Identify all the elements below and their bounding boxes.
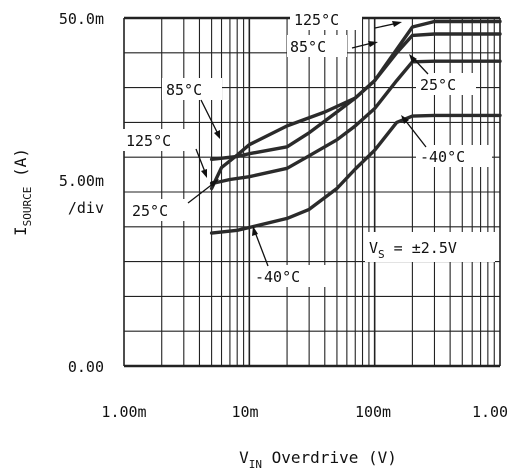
arrow-line-m40C-bottom — [254, 231, 269, 267]
annotation-bg — [128, 199, 188, 221]
annotation-bg — [251, 265, 327, 287]
x-tick-label: 10m — [231, 403, 258, 421]
arrow-line-25C-right — [412, 57, 429, 75]
condition-box-bg — [365, 232, 495, 262]
arrow-head-85C-top — [368, 41, 378, 47]
annotation-bg — [287, 35, 347, 57]
annotation-bg — [122, 129, 196, 151]
condition-label: VS = ±2.5V — [369, 239, 457, 261]
annotations: 125°C 85°C 25°C -40°C 85°C 125°C 25°C -4… — [122, 8, 492, 287]
condition-box: VS = ±2.5V — [365, 232, 495, 262]
annotation-125C-left: 125°C — [126, 132, 171, 150]
arrow-head-85C-left — [214, 130, 220, 139]
y-scale-unit: /div — [68, 199, 104, 217]
y-tick-label-top: 50.0m — [59, 10, 104, 28]
arrow-head-m40C-bottom — [252, 226, 258, 236]
annotation-bg — [416, 73, 476, 95]
annotation-m40C-right: -40°C — [420, 148, 465, 166]
x-axis-label: VIN Overdrive (V) — [239, 448, 397, 471]
annotation-25C-right: 25°C — [420, 76, 456, 94]
x-tick-label: 1.00m — [101, 403, 146, 421]
arrow-line-125C-left — [195, 148, 206, 173]
x-tick-label: 100m — [355, 403, 391, 421]
arrow-head-25C-left — [210, 179, 219, 187]
series-line-85C — [209, 32, 502, 162]
arrow-head-125C-top — [392, 21, 402, 27]
y-axis-label: ISOURCE (A) — [11, 148, 34, 236]
x-tick-labels: 1.00m 10m 100m 1.00 — [101, 403, 508, 421]
series-layer — [209, 19, 502, 235]
annotation-bg — [162, 78, 222, 100]
x-tick-label: 1.00 — [472, 403, 508, 421]
annotation-bg — [290, 8, 362, 30]
arrow-line-25C-left — [187, 182, 215, 204]
annotation-85C-left: 85°C — [166, 81, 202, 99]
annotation-85C-top: 85°C — [290, 38, 326, 56]
y-tick-labels: 50.0m 0.00 5.00m /div — [59, 10, 104, 376]
annotation-125C-top: 125°C — [294, 11, 339, 29]
arrow-head-m40C-right — [401, 115, 409, 124]
series-line-25C — [209, 59, 502, 186]
arrow-line-m40C-right — [404, 119, 427, 148]
arrow-head-125C-left — [201, 169, 207, 178]
arrow-line-85C-top — [351, 42, 373, 49]
annotation-25C-left: 25°C — [132, 202, 168, 220]
annotation-bg — [416, 145, 492, 167]
arrow-head-25C-right — [409, 54, 417, 63]
annotation-m40C-bottom: -40°C — [255, 268, 300, 286]
chart-grid — [123, 16, 501, 368]
y-scale-label: 5.00m — [59, 172, 104, 190]
y-tick-label-bottom: 0.00 — [68, 358, 104, 376]
arrow-line-85C-left — [200, 99, 219, 135]
series-line-m40C — [209, 113, 502, 235]
